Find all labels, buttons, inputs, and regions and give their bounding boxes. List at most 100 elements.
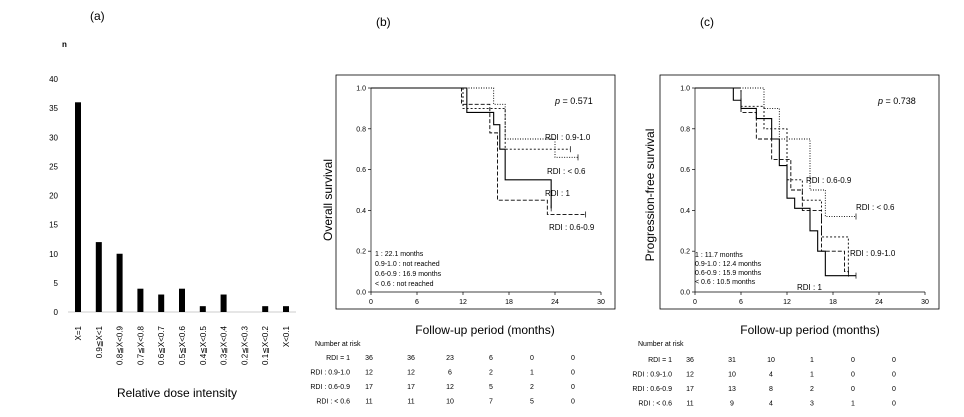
risk-value: 13 [728,386,736,393]
x-tick-label: 24 [875,299,883,306]
risk-value: 0 [892,386,896,393]
risk-value: 8 [769,386,773,393]
panel-a: (a) n 0 5 10 15 20 25 30 35 40 X=1 0.9≦X<1 0.8≦X<0… [49,9,296,400]
panel-c-frame [659,74,940,310]
risk-value: 2 [530,384,534,391]
panel-c-pvalue: p = 0.738 [877,96,916,106]
panel-a-ytick-label: 5 [54,279,59,288]
panel-a-xtick-label: 0.6≦X<0.7 [157,325,166,365]
risk-value: 1 [810,372,814,379]
risk-value: 10 [446,399,454,406]
panel-a-xtick-label: 0.7≦X<0.8 [136,325,145,365]
panel-b-pvalue-text: = 0.571 [560,96,593,106]
bar-X=1 [75,102,81,312]
panel-c-curve-label-1: RDI : 0.6-0.9 [806,176,852,185]
risk-value: 1 [810,357,814,364]
risk-row-label: RDI : < 0.6 [638,401,672,408]
risk-value: 0 [851,372,855,379]
panel-a-xtick-label: 0.2≦X<0.3 [240,325,249,365]
panel-a-label: (a) [90,9,105,23]
x-tick-label: 0 [369,299,373,306]
risk-row-label: RDI : 0.6-0.9 [632,386,672,393]
panel-c-curve-label-3: RDI : 0.9-1.0 [850,249,896,258]
panel-a-xtick-label: 0.3≦X<0.4 [220,325,229,365]
panel-b-frame [335,74,616,310]
panel-c-ylabel: Progression-free survival [643,129,657,262]
panel-a-xtick-label: 0.8≦X<0.9 [116,325,125,365]
y-tick-label: 0.4 [356,208,366,215]
risk-value: 12 [407,370,415,377]
y-tick-label: 0.6 [356,167,366,174]
panel-a-bars [75,102,289,312]
risk-value: 17 [365,384,373,391]
risk-value: 0 [571,384,575,391]
risk-value: 36 [407,355,415,362]
panel-c-median-3: 0.6-0.9 : 15.9 months [695,270,762,277]
risk-value: 0 [892,401,896,408]
panel-b-ylabel: Overall survival [321,159,335,241]
panel-a-ytick-label: 40 [49,75,58,84]
x-tick-label: 30 [597,299,605,306]
risk-value: 0 [571,399,575,406]
panel-b-curve-label-3: RDI : 1 [545,189,570,198]
panel-a-y-ticks: 0 5 10 15 20 25 30 35 40 [49,75,58,317]
panel-c-curve-label-2: RDI : < 0.6 [856,203,895,212]
panel-a-ytick-label: 15 [49,221,58,230]
risk-value: 0 [892,357,896,364]
risk-row-label: RDI : 0.9-1.0 [310,370,350,377]
risk-row-label: RDI : 0.9-1.0 [632,372,672,379]
y-tick-label: 0.0 [356,290,366,297]
panel-b-median-2: 0.9-1.0 : not reached [375,261,440,268]
panel-a-xtick-label: 0.1≦X<0.2 [261,325,270,365]
risk-row-label: RDI = 1 [326,355,350,362]
km-curve-2 [695,87,849,274]
panel-b-curve-label-1: RDI : 0.9-1.0 [545,133,591,142]
panel-c-pvalue-label: p [877,96,883,106]
risk-value: 0 [571,370,575,377]
km-curve-1 [695,87,856,277]
risk-value: 0 [851,386,855,393]
bar-0.5≦X<0.6 [179,288,185,312]
risk-value: 5 [489,384,493,391]
risk-value: 17 [686,386,694,393]
y-tick-label: 0.2 [680,249,690,256]
bar-0.8≦X<0.9 [116,253,123,312]
risk-value: 12 [686,372,694,379]
panel-a-xtick-label: 0.5≦X<0.6 [178,325,187,365]
risk-value: 11 [407,399,414,406]
y-tick-label: 0.8 [356,126,366,133]
x-tick-label: 12 [459,299,467,306]
x-tick-label: 6 [739,299,743,306]
panel-c-curve-label-4: RDI : 1 [797,283,822,292]
panel-b-median-3: 0.6-0.9 : 16.9 months [375,271,442,278]
panel-b-xlabel: Follow-up period (months) [415,323,554,337]
risk-row-label: RDI : 0.6-0.9 [310,384,350,391]
risk-value: 36 [686,357,694,364]
risk-value: 36 [365,355,373,362]
panel-a-ylabel: n [62,40,67,49]
panel-a-xtick-label: X<0.1 [282,325,291,347]
y-tick-label: 0.0 [680,290,690,297]
panel-b-pvalue: p = 0.571 [554,96,593,106]
y-tick-label: 1.0 [680,86,690,93]
panel-a-xlabel: Relative dose intensity [117,386,237,400]
y-tick-label: 0.4 [680,208,690,215]
risk-value: 1 [851,401,855,408]
risk-value: 10 [728,372,736,379]
panel-a-ytick-label: 10 [49,250,58,259]
km-curve-1 [371,87,552,209]
y-tick-label: 1.0 [356,86,366,93]
x-tick-label: 24 [551,299,559,306]
bar-0.1≦X<0.2 [262,306,269,312]
panel-c-median-1: 1 : 11.7 months [695,252,743,259]
risk-value: 23 [446,355,454,362]
y-tick-label: 0.8 [680,126,690,133]
panel-b: (b) 0.00.20.40.60.81.00 6 12 18 24 30 Overall… [310,15,616,406]
risk-value: 9 [730,401,734,408]
panel-b-pvalue-label: p [554,96,560,106]
x-tick-label: 18 [829,299,837,306]
risk-value: 1 [530,370,534,377]
panel-a-ytick-label: 35 [49,104,58,113]
